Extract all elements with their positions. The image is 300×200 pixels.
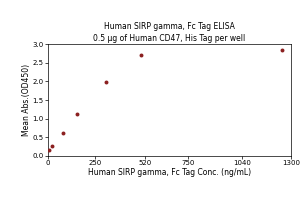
Y-axis label: Mean Abs.(OD450): Mean Abs.(OD450): [22, 64, 31, 136]
Point: [75, 113, 80, 116]
Title: Human SIRP gamma, Fc Tag ELISA
0.5 μg of Human CD47, His Tag per well: Human SIRP gamma, Fc Tag ELISA 0.5 μg of…: [93, 22, 246, 43]
Point: [46, 149, 51, 152]
Point: [49, 144, 54, 148]
Point: [60, 131, 65, 134]
X-axis label: Human SIRP gamma, Fc Tag Conc. (ng/mL): Human SIRP gamma, Fc Tag Conc. (ng/mL): [88, 168, 251, 177]
Point: [139, 54, 144, 57]
Point: [104, 81, 109, 84]
Point: [279, 48, 284, 51]
